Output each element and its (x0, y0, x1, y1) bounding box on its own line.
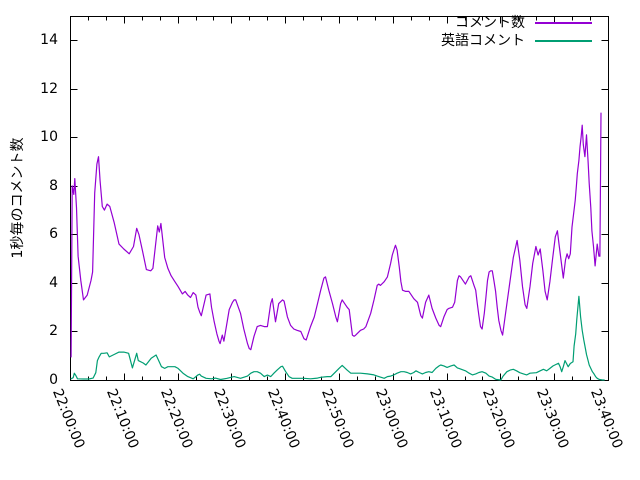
y-tick-label: 6 (49, 226, 58, 243)
legend-entry-comments: コメント数 (441, 15, 592, 31)
y-tick-label: 0 (49, 372, 58, 388)
legend: コメント数 英語コメント (441, 15, 592, 49)
legend-label-comments: コメント数 (455, 15, 525, 31)
legend-entry-english-comments: 英語コメント (441, 33, 592, 49)
y-tick-label: 2 (49, 323, 58, 340)
legend-line-sample-english-comments (535, 40, 592, 42)
y-tick-label: 4 (49, 274, 58, 291)
y-tick-label: 8 (49, 177, 58, 194)
y-tick-label: 12 (40, 80, 58, 97)
y-tick-label: 10 (40, 129, 58, 146)
legend-label-english-comments: 英語コメント (441, 33, 525, 49)
legend-line-sample-comments (535, 22, 592, 24)
y-tick-label: 14 (40, 32, 58, 49)
